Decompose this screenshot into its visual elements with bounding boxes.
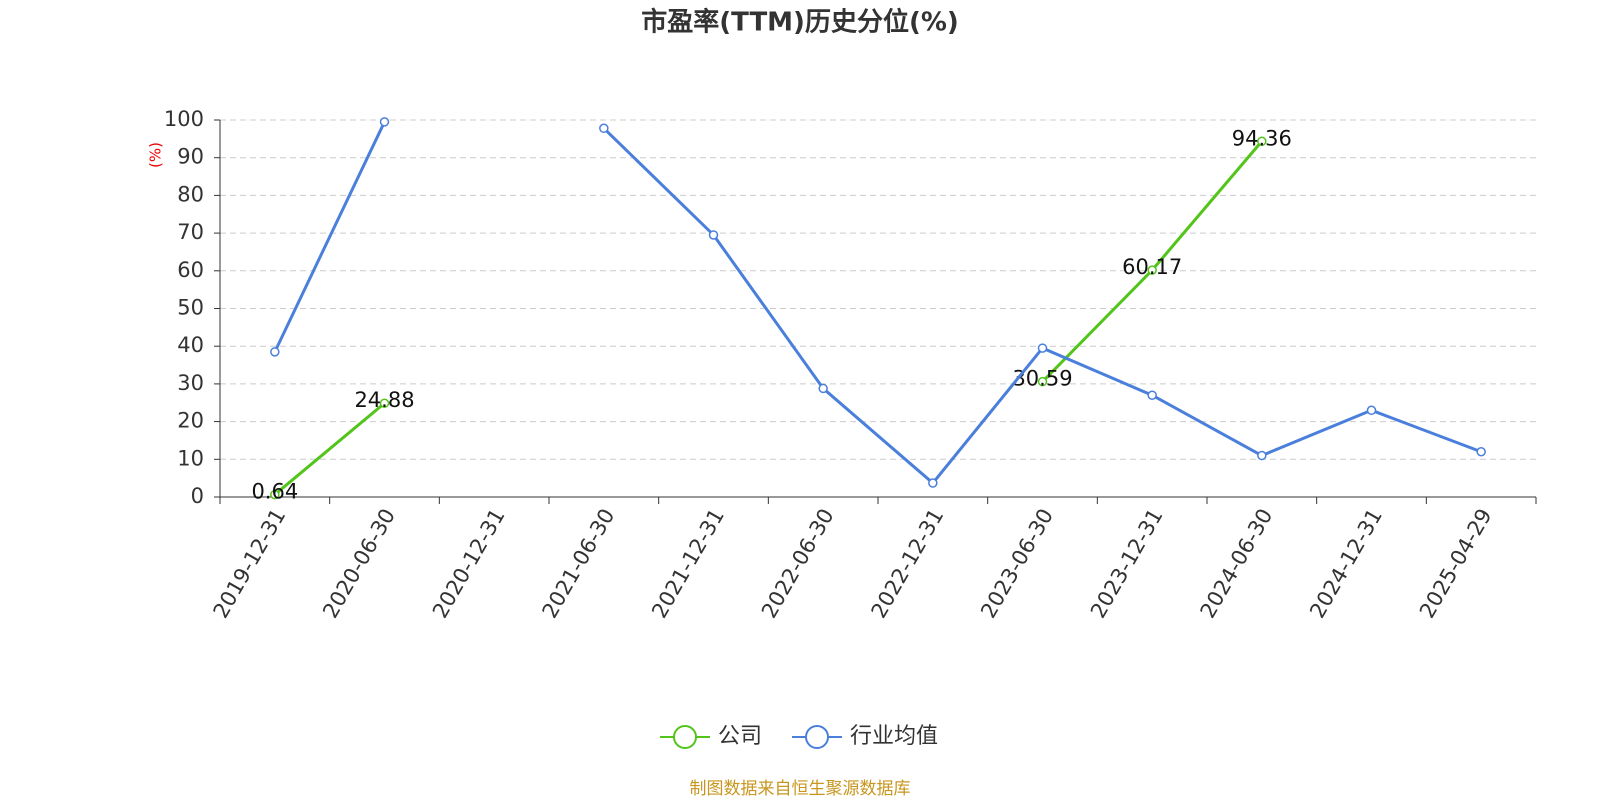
data-point (1257, 136, 1267, 147)
y-tick-label: 30 (177, 371, 204, 395)
legend-label[interactable]: 行业均值 (850, 724, 938, 749)
data-point (599, 123, 609, 134)
x-tick-label: 2019-12-31 (209, 505, 291, 623)
data-point (1037, 343, 1048, 353)
y-tick-label: 100 (164, 107, 204, 131)
x-tick-label: 2021-12-31 (647, 505, 729, 623)
y-tick-label: 10 (177, 446, 204, 470)
y-axis-label: (%) (147, 142, 165, 168)
data-point (928, 478, 938, 488)
chart-title: 市盈率(TTM)历史分位(%) (641, 7, 959, 38)
series-line (273, 121, 386, 353)
data-label: 30.59 (1012, 367, 1072, 391)
y-tick-label: 90 (177, 145, 204, 169)
data-point (379, 398, 390, 408)
x-tick-label: 2023-12-31 (1086, 505, 1168, 623)
data-point (1476, 447, 1486, 457)
x-tick-label: 2021-06-30 (538, 505, 620, 623)
x-tick-label: 2024-12-31 (1305, 505, 1387, 623)
data-point (270, 489, 280, 500)
y-tick-label: 50 (177, 296, 204, 320)
data-label: 60.17 (1122, 255, 1182, 279)
legend-marker[interactable] (673, 725, 697, 749)
source-note: 制图数据来自恒生聚源数据库 (690, 779, 911, 799)
x-tick-label: 2024-06-30 (1196, 505, 1278, 623)
y-tick-label: 80 (177, 182, 204, 206)
y-tick-label: 0 (191, 484, 204, 508)
data-label: 0.64 (251, 480, 298, 504)
legend-marker[interactable] (805, 725, 830, 749)
data-point (1147, 265, 1157, 275)
x-tick-label: 2020-06-30 (318, 505, 400, 623)
x-tick-label: 2023-06-30 (976, 505, 1058, 623)
data-point (1037, 376, 1048, 387)
x-tick-label: 2025-04-29 (1415, 505, 1497, 623)
data-point (818, 383, 828, 394)
data-point (379, 117, 390, 127)
y-tick-label: 70 (177, 220, 204, 244)
series-line (602, 127, 1482, 486)
x-tick-label: 2020-12-31 (428, 505, 510, 623)
y-tick-label: 20 (177, 409, 204, 433)
data-label: 24.88 (354, 388, 414, 412)
y-tick-label: 60 (177, 258, 204, 282)
data-point (708, 230, 719, 240)
y-tick-label: 40 (177, 333, 204, 357)
x-tick-label: 2022-06-30 (757, 505, 839, 623)
data-point (1257, 450, 1267, 461)
legend-label[interactable]: 公司 (718, 724, 762, 749)
data-label: 94.36 (1232, 126, 1292, 150)
data-point (1366, 405, 1377, 416)
x-tick-label: 2022-12-31 (867, 505, 949, 623)
data-point (1147, 390, 1157, 400)
data-point (270, 347, 280, 357)
series-line (273, 402, 386, 496)
